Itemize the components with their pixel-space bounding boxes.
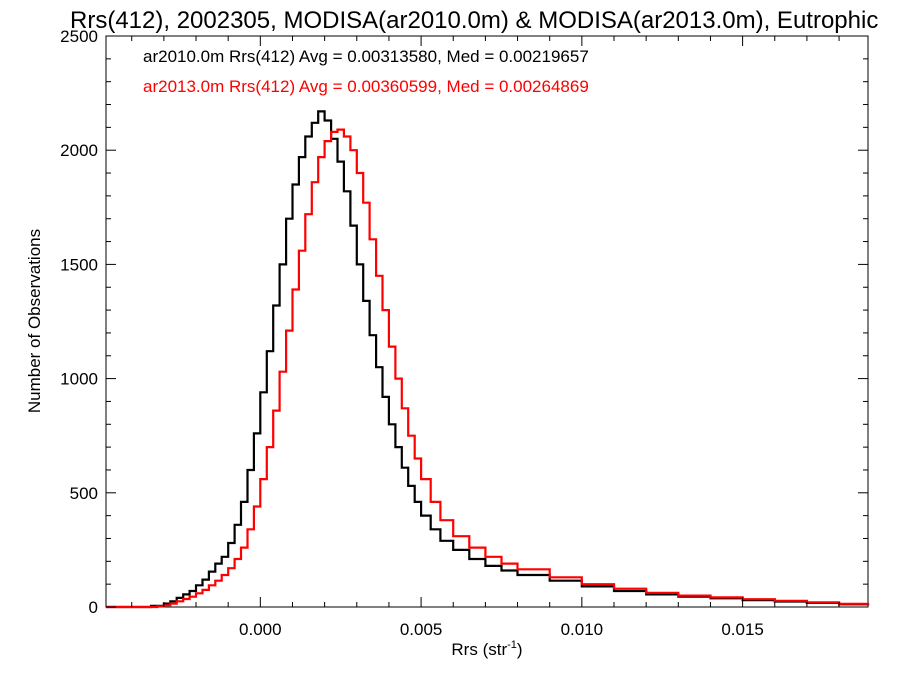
series-line-ar2010-0m bbox=[106, 110, 870, 609]
y-tick-label: 1500 bbox=[60, 255, 98, 274]
x-tick-label: 0.005 bbox=[400, 620, 443, 639]
y-tick-label: 2000 bbox=[60, 141, 98, 160]
y-tick-label: 0 bbox=[89, 598, 98, 617]
tick-layer: 0 500 1000 1500 2000 2500 0.000 0.005 0.010 0.015 bbox=[60, 27, 868, 639]
legend-entry-ar2010: ar2010.0m Rrs(412) Avg = 0.00313580, Med… bbox=[143, 47, 589, 66]
x-axis-label-superscript: -1 bbox=[507, 639, 517, 651]
x-axis-label-main: Rrs (str bbox=[451, 640, 507, 659]
series-layer bbox=[106, 110, 870, 609]
chart-title: Rrs(412), 2002305, MODISA(ar2010.0m) & M… bbox=[70, 7, 878, 34]
y-axis-label: Number of Observations bbox=[25, 229, 44, 413]
series-line-ar2013-0m bbox=[106, 128, 870, 609]
y-tick-label: 2500 bbox=[60, 27, 98, 46]
x-tick-label: 0.015 bbox=[721, 620, 764, 639]
x-axis-label-close: ) bbox=[517, 640, 523, 659]
y-tick-label: 500 bbox=[70, 484, 98, 503]
plot-area: 0 500 1000 1500 2000 2500 0.000 0.005 0.010 0.015 bbox=[60, 27, 870, 639]
x-tick-label: 0.010 bbox=[561, 620, 604, 639]
y-tick-label: 1000 bbox=[60, 370, 98, 389]
plot-frame bbox=[105, 35, 869, 608]
x-axis-label: Rrs (str-1) bbox=[451, 639, 522, 659]
x-tick-label: 0.000 bbox=[239, 620, 282, 639]
legend-entry-ar2013: ar2013.0m Rrs(412) Avg = 0.00360599, Med… bbox=[143, 77, 589, 96]
